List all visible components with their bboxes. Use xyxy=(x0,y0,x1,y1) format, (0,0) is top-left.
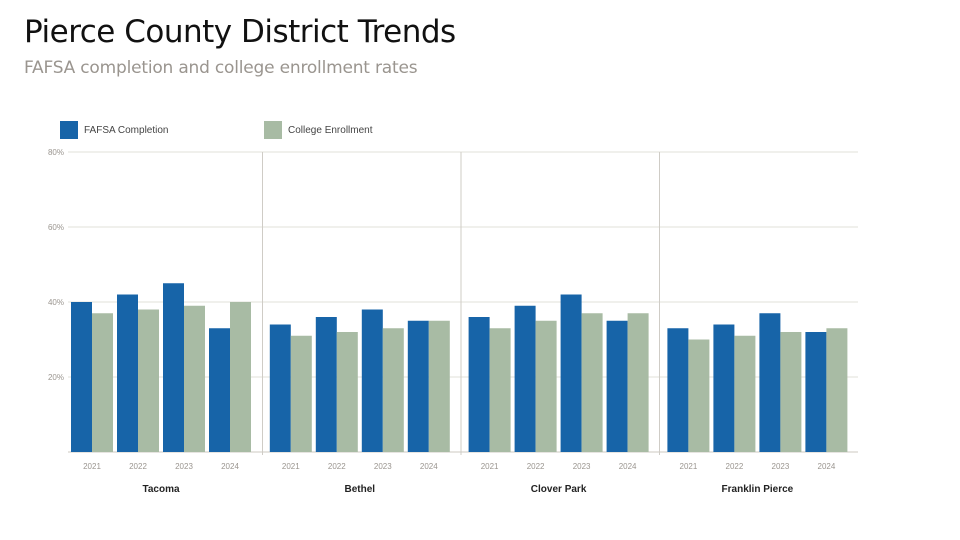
x-tick-label: 2023 xyxy=(772,462,790,471)
bar-fafsa xyxy=(560,294,582,452)
x-tick-label: 2024 xyxy=(420,462,438,471)
y-tick-label: 40% xyxy=(48,298,64,307)
x-tick-label: 2021 xyxy=(282,462,300,471)
y-tick-label: 20% xyxy=(48,373,64,382)
bar-fafsa xyxy=(209,328,230,452)
bar-enrollment xyxy=(382,328,404,452)
bar-enrollment xyxy=(336,332,358,452)
bar-fafsa xyxy=(163,283,184,452)
legend-label-enrollment: College Enrollment xyxy=(288,124,373,136)
bar-fafsa xyxy=(805,332,827,452)
x-tick-label: 2024 xyxy=(818,462,836,471)
bar-fafsa xyxy=(71,302,92,452)
group-label: Bethel xyxy=(345,484,376,495)
bar-enrollment xyxy=(290,335,312,452)
bar-fafsa xyxy=(759,313,781,452)
bar-fafsa xyxy=(407,320,429,452)
bar-fafsa xyxy=(606,320,628,452)
bar-fafsa xyxy=(713,324,735,452)
x-tick-label: 2024 xyxy=(619,462,637,471)
x-tick-label: 2021 xyxy=(83,462,101,471)
bar-fafsa xyxy=(315,317,337,452)
chart-title: Pierce County District Trends xyxy=(24,14,456,50)
x-tick-label: 2022 xyxy=(527,462,545,471)
chart-subtitle: FAFSA completion and college enrollment … xyxy=(24,58,418,78)
bar-fafsa xyxy=(269,324,291,452)
bar-enrollment xyxy=(428,320,450,452)
bar-enrollment xyxy=(688,339,710,452)
bar-enrollment xyxy=(230,302,251,452)
bar-fafsa xyxy=(514,305,536,452)
bar-enrollment xyxy=(826,328,848,452)
x-tick-label: 2023 xyxy=(573,462,591,471)
bar-enrollment xyxy=(627,313,649,452)
y-tick-label: 80% xyxy=(48,148,64,157)
bar-fafsa xyxy=(117,294,138,452)
bar-enrollment xyxy=(184,305,205,452)
x-tick-label: 2022 xyxy=(129,462,147,471)
bar-enrollment xyxy=(734,335,756,452)
x-tick-label: 2024 xyxy=(221,462,239,471)
legend-label-fafsa: FAFSA Completion xyxy=(84,124,169,136)
bar-enrollment xyxy=(780,332,802,452)
bar-enrollment xyxy=(92,313,113,452)
bar-enrollment xyxy=(138,309,159,452)
group-label: Clover Park xyxy=(531,484,587,495)
x-tick-label: 2023 xyxy=(374,462,392,471)
bar-fafsa xyxy=(468,317,490,452)
bar-enrollment xyxy=(489,328,511,452)
x-tick-label: 2021 xyxy=(481,462,499,471)
group-label: Tacoma xyxy=(142,484,179,495)
legend-item-enrollment: College Enrollment xyxy=(264,121,373,139)
bar-enrollment xyxy=(535,320,557,452)
bar-enrollment xyxy=(581,313,603,452)
x-tick-label: 2022 xyxy=(726,462,744,471)
y-tick-label: 60% xyxy=(48,223,64,232)
legend-swatch-fafsa xyxy=(60,121,78,139)
x-tick-label: 2023 xyxy=(175,462,193,471)
group-label: Franklin Pierce xyxy=(722,484,794,495)
x-tick-label: 2021 xyxy=(680,462,698,471)
bar-fafsa xyxy=(361,309,383,452)
legend-swatch-enrollment xyxy=(264,121,282,139)
legend-item-fafsa: FAFSA Completion xyxy=(60,121,168,139)
x-tick-label: 2022 xyxy=(328,462,346,471)
bar-fafsa xyxy=(667,328,689,452)
